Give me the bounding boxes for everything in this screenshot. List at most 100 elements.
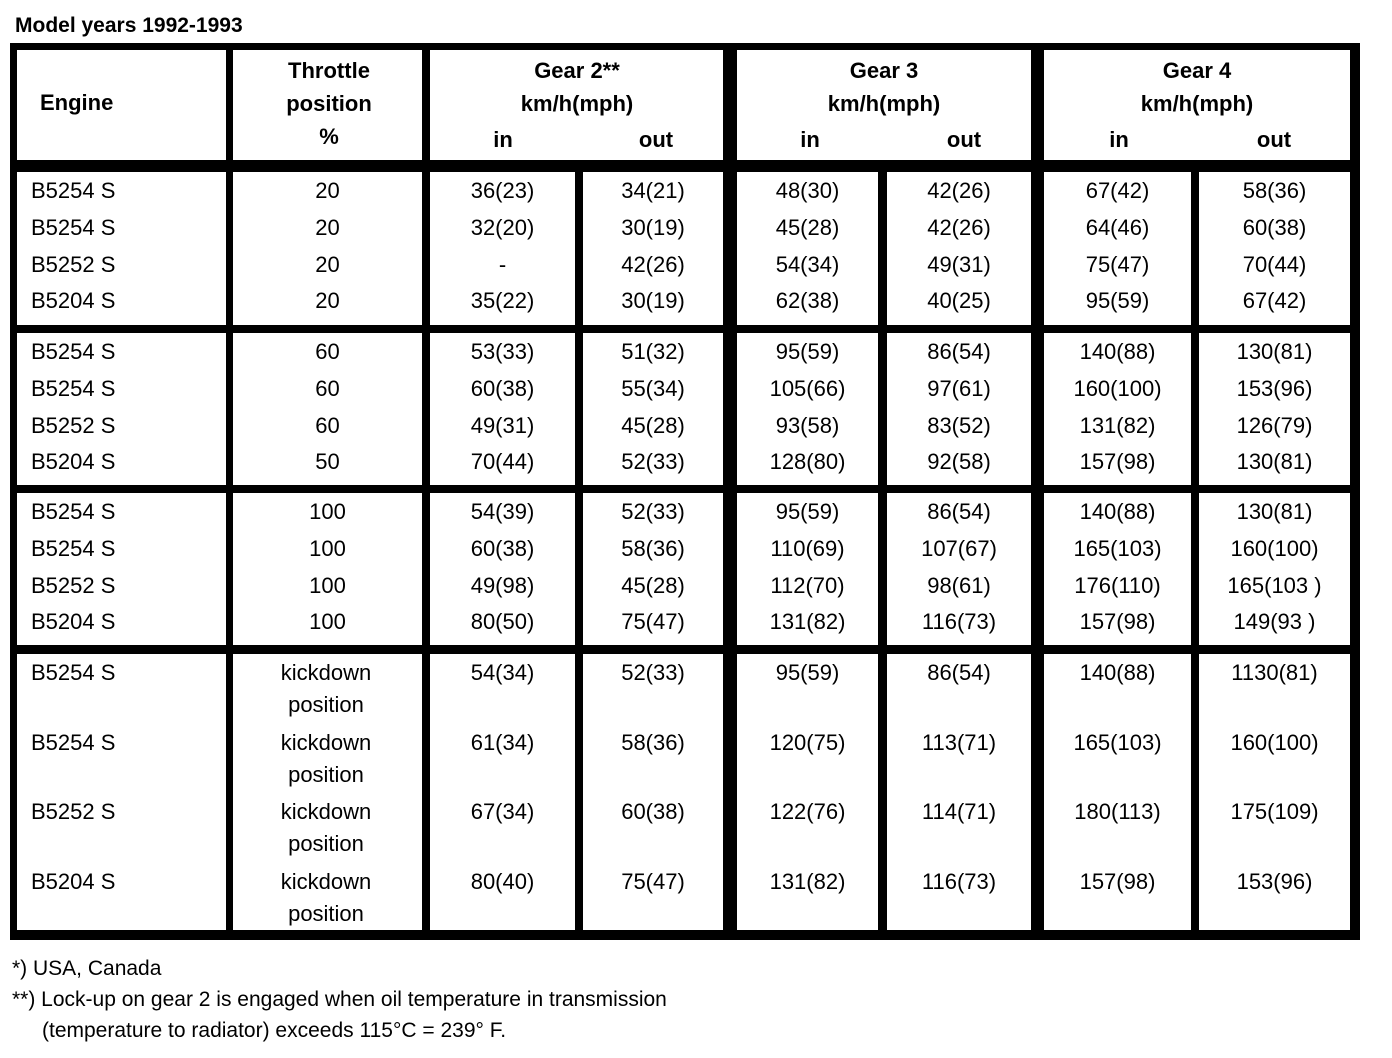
cell-gear4-in: 157(98) xyxy=(1079,609,1156,635)
footnote-2-continued: (temperature to radiator) exceeds 115°C … xyxy=(42,1019,507,1042)
cell-gear3-in: 105(66) xyxy=(769,375,846,401)
cell-gear3-in: 45(28) xyxy=(775,214,840,240)
cell-gear2-out: 52(33) xyxy=(621,499,685,524)
group-4-gear2-in-cell xyxy=(430,654,575,930)
cell-gear2-in: 32(20) xyxy=(470,214,535,240)
cell-gear4-out: 60(38) xyxy=(1242,214,1307,240)
cell-gear4-in: 157(98) xyxy=(1079,449,1156,475)
cell-gear4-in: 140(88) xyxy=(1079,339,1156,364)
cell-engine: B5254 S xyxy=(31,729,116,755)
header-gear3-unit: km/h(mph) xyxy=(827,91,941,116)
group-2-gear4-in-cell xyxy=(1044,333,1191,485)
cell-gear3-in: 131(82) xyxy=(769,609,846,635)
cell-engine: B5252 S xyxy=(31,799,116,824)
cell-engine: B5254 S xyxy=(31,660,116,685)
cell-gear4-out: 160(100) xyxy=(1230,729,1319,755)
header-gear3-cell xyxy=(737,50,1031,160)
header-gear3-out: out xyxy=(946,127,982,152)
cell-gear2-out: 34(21) xyxy=(621,178,685,203)
cell-gear3-out: 86(54) xyxy=(927,339,991,364)
cell-gear3-out: 40(25) xyxy=(927,288,991,314)
header-engine-cell xyxy=(17,50,226,160)
cell-gear4-out: 58(36) xyxy=(1242,178,1307,203)
cell-gear4-in: 180(113) xyxy=(1074,799,1161,824)
cell-gear3-out: 86(54) xyxy=(927,499,991,524)
cell-gear4-out: 149(93 ) xyxy=(1233,609,1316,635)
cell-gear4-out: 67(42) xyxy=(1242,288,1307,314)
cell-gear4-out: 153(96) xyxy=(1236,375,1313,401)
cell-gear4-out: 70(44) xyxy=(1242,251,1307,277)
cell-engine: B5204 S xyxy=(31,609,116,635)
cell-gear4-in: 67(42) xyxy=(1085,178,1150,203)
group-4-gear2-out-cell xyxy=(583,654,723,930)
cell-gear3-out: 42(26) xyxy=(927,178,991,203)
cell-throttle: 20 xyxy=(315,288,340,314)
cell-gear3-in: 95(59) xyxy=(775,499,840,524)
group-1-gear2-in-cell xyxy=(430,172,575,325)
cell-gear4-in: 131(82) xyxy=(1079,412,1156,438)
cell-gear3-in: 93(58) xyxy=(775,412,840,438)
table-title: Model years 1992-1993 xyxy=(15,14,243,37)
header-gear2-title: Gear 2** xyxy=(534,58,620,83)
cell-throttle: 100 xyxy=(309,499,346,524)
cell-engine: B5204 S xyxy=(31,288,116,314)
cell-gear3-in: 95(59) xyxy=(775,660,840,685)
cell-gear2-out: 30(19) xyxy=(621,288,685,314)
cell-gear2-in: 70(44) xyxy=(470,449,535,475)
cell-gear2-in: 80(40) xyxy=(470,868,535,894)
cell-gear2-out: 75(47) xyxy=(621,868,685,894)
header-gear2-in: in xyxy=(493,127,513,152)
group-2-throttle-cell xyxy=(233,333,422,485)
header-throttle-line: Throttle xyxy=(288,58,370,83)
header-gear2-unit: km/h(mph) xyxy=(520,91,634,116)
cell-throttle: 100 xyxy=(309,572,346,598)
speed-table: Engine Throttle position% Gear 2** km/h(mph)… xyxy=(10,43,1360,940)
cell-gear2-in: 80(50) xyxy=(470,609,535,635)
cell-gear4-out: 165(103 ) xyxy=(1227,572,1322,598)
group-1-throttle-cell xyxy=(233,172,422,325)
cell-gear3-out: 49(31) xyxy=(927,251,991,277)
cell-gear4-in: 160(100) xyxy=(1073,375,1162,401)
cell-gear2-out: 30(19) xyxy=(621,214,685,240)
cell-gear4-out: 126(79) xyxy=(1236,412,1313,438)
cell-engine: B5254 S xyxy=(31,178,116,203)
header-throttle-line: position xyxy=(286,91,372,116)
footnote-2: **) Lock-up on gear 2 is engaged when oi… xyxy=(12,988,667,1011)
cell-gear4-in: 165(103) xyxy=(1073,535,1162,561)
cell-throttle: 20 xyxy=(315,178,340,203)
group-3-gear3-out-cell xyxy=(887,493,1031,645)
group-4-engine-cell xyxy=(17,654,226,930)
cell-gear4-in: 157(98) xyxy=(1079,868,1156,894)
group-3-gear4-in-cell xyxy=(1044,493,1191,645)
cell-gear4-out: 130(81) xyxy=(1236,339,1313,364)
cell-gear2-out: 45(28) xyxy=(621,572,685,598)
cell-engine: B5252 S xyxy=(31,572,116,598)
cell-gear3-out: 42(26) xyxy=(927,214,991,240)
cell-gear2-in: 36(23) xyxy=(470,178,535,203)
cell-gear2-in: 61(34) xyxy=(470,729,535,755)
cell-engine: B5254 S xyxy=(31,535,116,561)
group-1-gear3-out-cell xyxy=(887,172,1031,325)
cell-engine: B5254 S xyxy=(31,499,116,524)
group-3-engine-cell xyxy=(17,493,226,645)
cell-gear2-out: 58(36) xyxy=(621,535,685,561)
cell-gear2-in: 49(98) xyxy=(470,572,535,598)
group-1-engine-cell xyxy=(17,172,226,325)
cell-engine: B5252 S xyxy=(31,412,116,438)
cell-gear2-out: 51(32) xyxy=(621,339,685,364)
cell-gear4-out: 175(109) xyxy=(1230,799,1319,824)
cell-gear4-out: 1130(81) xyxy=(1231,660,1318,685)
header-gear4-title: Gear 4 xyxy=(1162,58,1232,83)
cell-engine: B5254 S xyxy=(31,375,116,401)
group-3-gear4-out-cell xyxy=(1199,493,1350,645)
cell-gear3-out: 98(61) xyxy=(927,572,991,598)
cell-gear2-in: 60(38) xyxy=(470,375,535,401)
header-gear2-out: out xyxy=(638,127,674,152)
cell-engine: B5252 S xyxy=(31,251,116,277)
cell-gear3-in: 62(38) xyxy=(775,288,840,314)
cell-gear2-in: 60(38) xyxy=(470,535,535,561)
header-engine: Engine xyxy=(40,90,114,115)
cell-gear3-in: 131(82) xyxy=(769,868,846,894)
cell-engine: B5204 S xyxy=(31,868,116,894)
cell-gear2-out: 52(33) xyxy=(621,660,685,685)
